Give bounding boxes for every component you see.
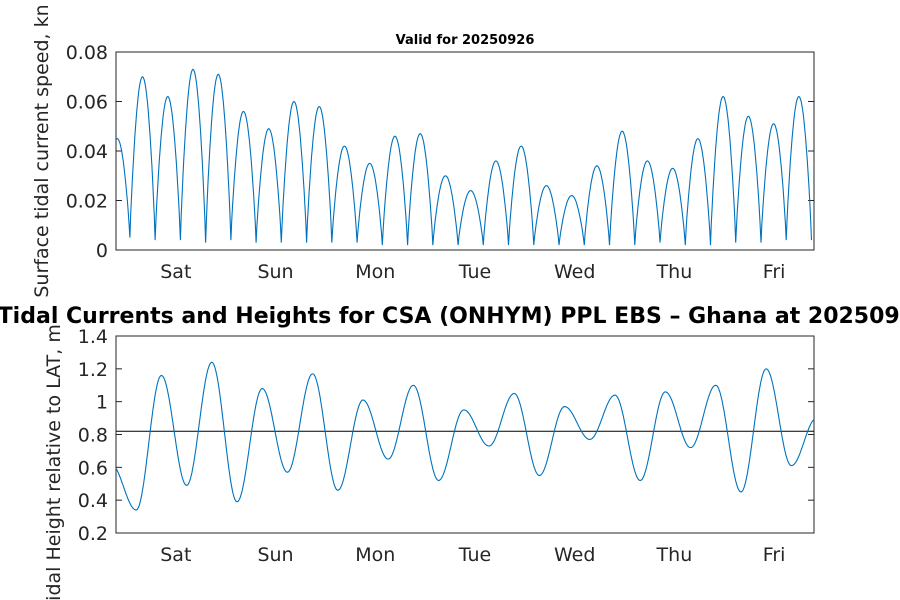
tidal-height-series-line (115, 361, 814, 511)
current-y-tick-label: 0.08 (66, 42, 108, 64)
height-y-tick-label: 0.8 (78, 425, 108, 447)
current-y-ticks: 0 0.02 0.04 0.06 0.08 (66, 42, 814, 262)
current-y-axis-label: Surface tidal current speed, kn (31, 4, 53, 297)
height-y-tick-label: 0.4 (78, 490, 108, 512)
current-x-tick-label: Sun (257, 261, 293, 283)
current-speed-chart: 00.020.040.060.08 Sat Sun Mon Tue Wed Thu Fri … (31, 4, 815, 298)
current-y-tick-label: 0 (96, 240, 108, 262)
current-y-tick-label: 0.02 (66, 191, 108, 213)
height-plot-frame (115, 335, 815, 534)
height-x-tick-label: Sun (257, 544, 293, 566)
height-x-tick-label: Wed (554, 544, 595, 566)
current-y-tick-label: 0.06 (66, 92, 108, 114)
height-y-tick-label: 0.6 (78, 457, 108, 479)
height-x-tick-label: Mon (355, 544, 395, 566)
height-y-tick-label: 1 (96, 392, 108, 414)
current-x-tick-label: Mon (355, 261, 395, 283)
height-x-tick-label: Sat (160, 544, 191, 566)
current-speed-series-line (116, 68, 813, 246)
current-y-tick-label: 0.04 (66, 141, 108, 163)
figure-title: Tidal Currents and Heights for CSA (ONHY… (0, 304, 900, 329)
height-x-tick-label: Fri (763, 544, 786, 566)
height-y-ticks: 0.2 0.4 0.6 0.8 1 1.2 1.4 (78, 326, 814, 545)
height-x-ticks: Sat Sun Mon Tue Wed Thu Fri (160, 544, 785, 566)
tidal-height-chart: 0.2 0.4 0.6 0.8 1 1.2 1.4 Sat Sun Mon Tue Wed Thu Fr… (43, 324, 815, 600)
current-x-tick-label: Sat (160, 261, 191, 283)
current-x-ticks: Sat Sun Mon Tue Wed Thu Fri (160, 261, 785, 283)
height-y-tick-label: 1.4 (78, 326, 108, 348)
current-x-tick-label: Fri (763, 261, 786, 283)
height-x-tick-label: Tue (458, 544, 491, 566)
current-x-tick-label: Tue (458, 261, 491, 283)
height-y-tick-label: 1.2 (78, 359, 108, 381)
current-chart-title: Valid for 20250926 (396, 33, 535, 48)
height-y-axis-label: Tidal Height relative to LAT, m (43, 324, 65, 600)
current-x-tick-label: Thu (656, 261, 693, 283)
height-y-tick-label: 0.2 (78, 523, 108, 545)
height-x-tick-label: Thu (656, 544, 693, 566)
current-x-tick-label: Wed (554, 261, 595, 283)
